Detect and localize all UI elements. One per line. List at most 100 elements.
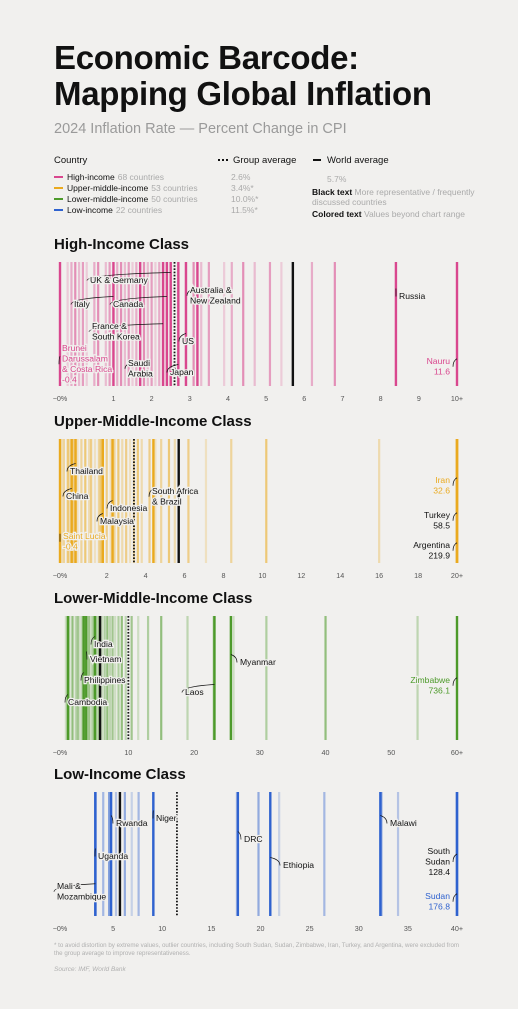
legend-item-avg: 10.0%* <box>231 194 259 204</box>
country-label-us: US <box>182 336 194 346</box>
x-tick-label: 20 <box>190 748 198 757</box>
x-tick-label: −0% <box>53 394 68 403</box>
country-label-indonesia: Indonesia <box>110 503 147 513</box>
x-tick-label: 30 <box>355 924 363 933</box>
country-label-south-africa-brazil: South Africa & Brazil <box>152 486 199 507</box>
country-label-brunei-darussalam-costa-rica: Brunei Darussalam & Costa Rica -0.4 <box>62 343 112 385</box>
x-tick-label: 9 <box>417 394 421 403</box>
label-leader-line <box>86 272 171 281</box>
lower-middle-swatch <box>54 198 63 200</box>
legend-black-text-note: Black text More representative / frequen… <box>312 187 494 207</box>
country-label-argentina: Argentina 219.9 <box>413 540 450 561</box>
country-label-line: Arabia <box>128 369 153 379</box>
label-leader-line <box>88 323 164 332</box>
country-label-niger: Niger <box>156 813 177 823</box>
country-label-line: China <box>66 491 89 501</box>
country-label-line: Indonesia <box>110 503 147 513</box>
x-tick-label: 60+ <box>451 748 463 757</box>
x-tick-label: 20+ <box>451 571 463 580</box>
low-income-swatch <box>54 209 63 211</box>
country-label-line: Niger <box>156 813 177 823</box>
country-label-line: -0.4 <box>63 542 78 552</box>
legend-group-avg-header: Group average <box>218 155 296 166</box>
solid-line-icon <box>313 159 321 162</box>
legend-item-label: Low-income <box>67 205 113 215</box>
x-tick-label: −0% <box>53 748 68 757</box>
country-label-line: Ethiopia <box>283 860 314 870</box>
country-label-line: India <box>94 639 113 649</box>
country-label-line: Australia & <box>190 285 232 295</box>
x-tick-label: 5 <box>111 924 115 933</box>
label-leader-line <box>148 488 154 497</box>
label-leader-line <box>124 360 141 369</box>
country-label-line: 219.9 <box>428 551 450 561</box>
x-tick-label: 2 <box>105 571 109 580</box>
label-leader-line <box>53 883 96 892</box>
section-title-high-income: High-Income Class <box>54 236 190 253</box>
country-label-india: India <box>94 639 113 649</box>
label-leader-line <box>186 287 198 296</box>
label-leader-line <box>64 694 69 703</box>
label-leader-line <box>452 512 458 521</box>
x-tick-label: 1 <box>111 394 115 403</box>
label-leader-line <box>452 677 458 686</box>
country-label-line: South <box>428 846 451 856</box>
label-leader-line <box>178 333 187 342</box>
country-label-line: Zimbabwe <box>410 675 450 685</box>
section-title-lower-middle-income: Lower-Middle-Income Class <box>54 590 253 607</box>
label-leader-line <box>452 358 458 367</box>
x-tick-label: 15 <box>207 924 215 933</box>
x-tick-label: 10+ <box>451 394 463 403</box>
x-tick-label: 10 <box>158 924 166 933</box>
x-tick-label: 8 <box>379 394 383 403</box>
legend-item-label: High-income <box>67 172 115 182</box>
x-tick-label: 40+ <box>451 924 463 933</box>
legend-item-label: Lower-middle-income <box>67 194 149 204</box>
label-leader-line <box>106 500 113 509</box>
label-leader-line <box>452 477 458 486</box>
label-leader-line <box>380 815 388 824</box>
label-leader-line <box>62 488 72 497</box>
country-label-france-south-korea: France & South Korea <box>92 321 140 342</box>
country-label-nauru: Nauru 11.6 <box>427 356 451 377</box>
country-label-malaysia: Malaysia <box>100 516 134 526</box>
country-label-line: 32.6 <box>433 486 450 496</box>
country-label-line: Philippines <box>84 675 126 685</box>
label-leader-line <box>58 356 61 365</box>
legend: Country Group average World average 5.7%… <box>54 155 494 225</box>
country-label-japan: Japan <box>170 367 194 377</box>
colored-text-desc: Values beyond chart range <box>363 209 465 219</box>
country-label-china: China <box>66 491 89 501</box>
legend-item-count: 50 countries <box>151 194 198 204</box>
section-title-low-income: Low-Income Class <box>54 766 186 783</box>
x-tick-label: 50 <box>387 748 395 757</box>
label-leader-line <box>96 513 103 522</box>
dotted-line-icon <box>218 159 228 162</box>
country-label-line: Darussalam <box>62 354 108 364</box>
high-income-swatch <box>54 176 63 178</box>
section-title-upper-middle-income: Upper-Middle-Income Class <box>54 413 252 430</box>
colored-text-label: Colored text <box>312 209 362 219</box>
country-label-thailand: Thailand <box>70 466 103 476</box>
country-label-line: Uganda <box>98 851 128 861</box>
x-tick-label: −0% <box>53 571 68 580</box>
country-label-malawi: Malawi <box>390 818 417 828</box>
country-label-line: Rwanda <box>116 818 148 828</box>
label-leader-line <box>270 857 281 866</box>
legend-item-count: 53 countries <box>151 183 198 193</box>
x-tick-label: 3 <box>188 394 192 403</box>
x-tick-label: 7 <box>340 394 344 403</box>
legend-item-low: Low-income 22 countries <box>54 205 162 215</box>
x-tick-label: 18 <box>414 571 422 580</box>
label-leader-line <box>90 636 96 645</box>
country-label-cambodia: Cambodia <box>68 697 107 707</box>
country-label-line: UK & Germany <box>90 275 148 285</box>
country-label-line: Sudan <box>425 891 450 901</box>
country-label-line: 58.5 <box>433 521 450 531</box>
country-label-philippines: Philippines <box>84 675 126 685</box>
country-label-line: US <box>182 336 194 346</box>
country-label-line: Mozambique <box>57 892 106 902</box>
label-leader-line <box>166 364 179 373</box>
country-label-line: South Korea <box>92 332 140 342</box>
